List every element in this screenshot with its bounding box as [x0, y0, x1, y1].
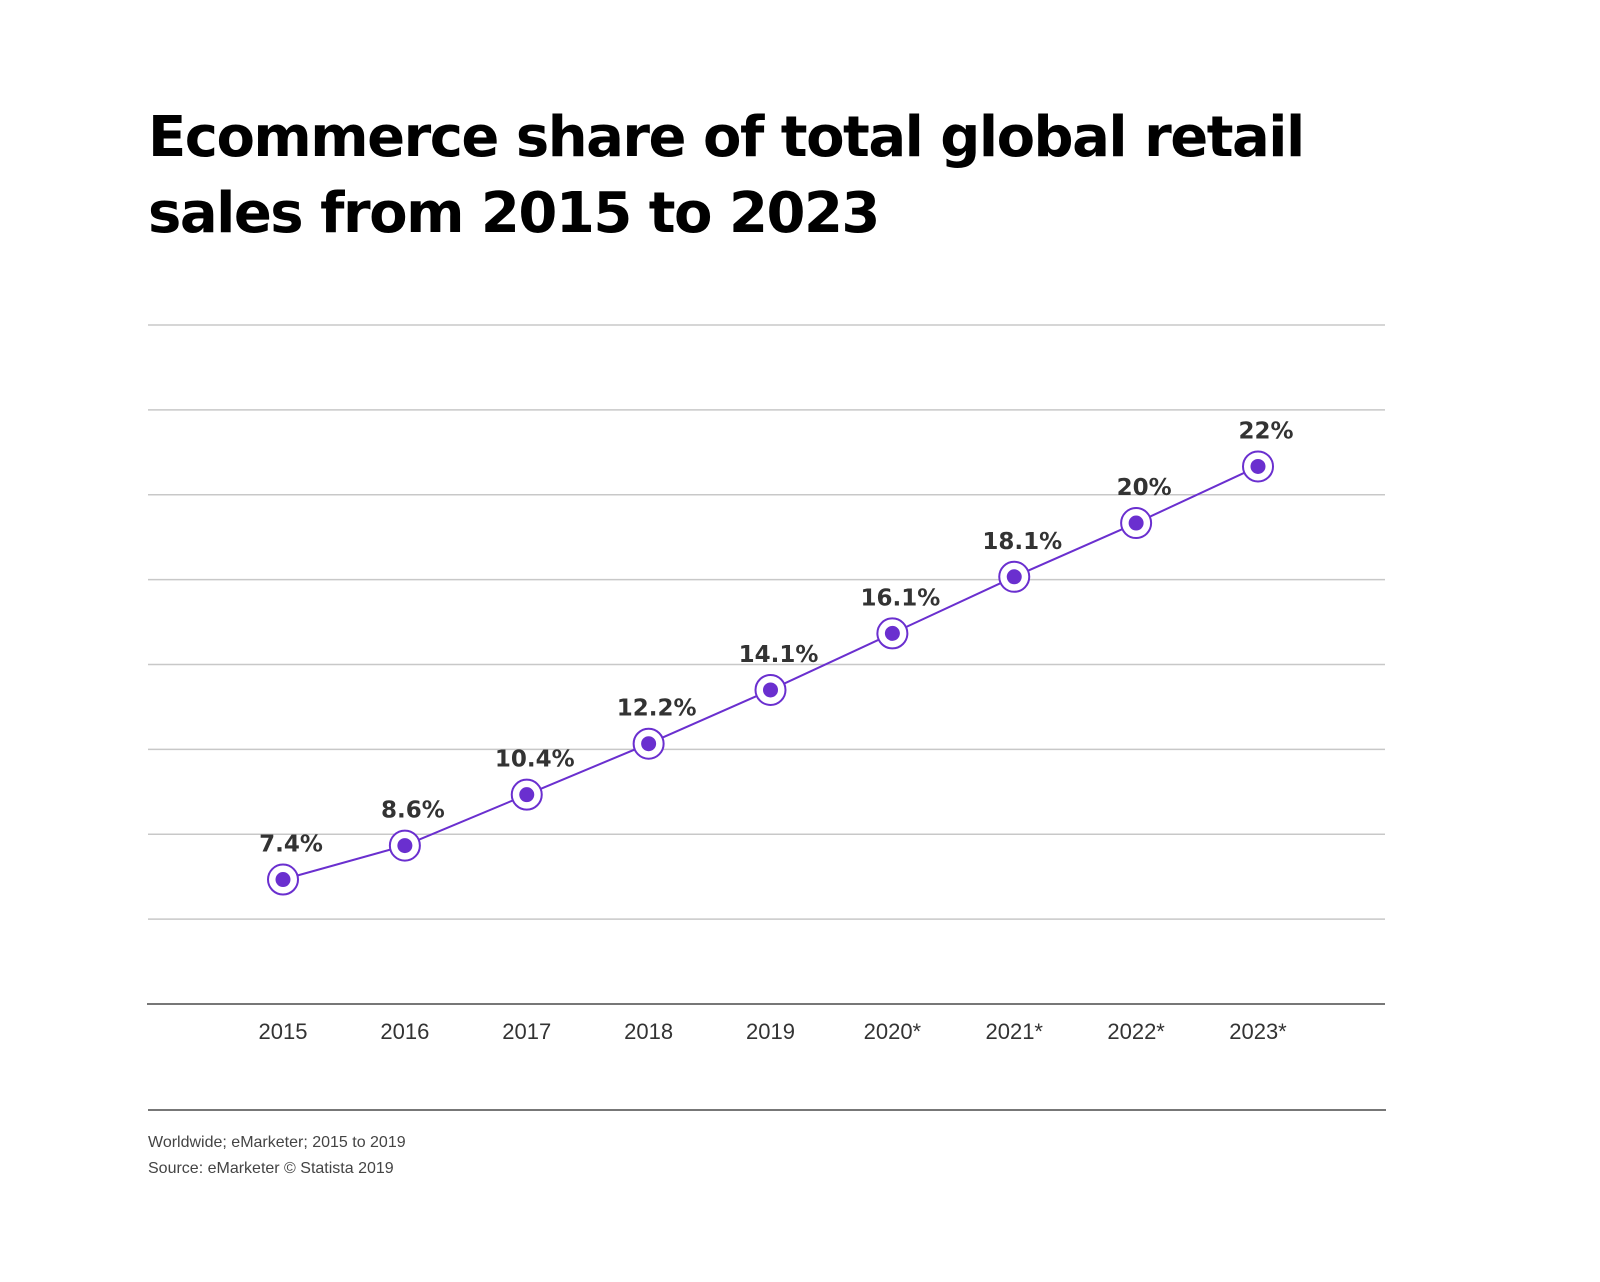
data-point — [641, 736, 657, 752]
data-label: 18.1% — [982, 529, 1062, 555]
gridlines — [148, 324, 1385, 920]
data-point — [763, 682, 778, 698]
data-label: 10.4% — [495, 747, 575, 773]
data-point — [1128, 515, 1144, 531]
data-label: 7.4% — [259, 832, 323, 858]
data-label: 22% — [1238, 418, 1293, 444]
data-labels: 7.4% 8.6% 10.4% 12.2% 14.1% 16.1% 18.1% 20% 22% — [259, 418, 1293, 857]
data-point — [397, 838, 413, 854]
footnote-note: Worldwide; eMarketer; 2015 to 2019 — [148, 1134, 406, 1151]
x-tick-label: 2020* — [864, 1019, 922, 1044]
chart-title: Ecommerce share of total global retail s… — [148, 105, 1305, 246]
x-tick-label: 2019 — [746, 1019, 795, 1044]
x-tick-label: 2017 — [502, 1019, 551, 1044]
data-label: 8.6% — [381, 798, 445, 824]
x-axis: 2015 2016 2017 2018 2019 2020* 2021* 2022* 2023* — [147, 1003, 1386, 1111]
x-tick-label: 2022* — [1107, 1019, 1165, 1044]
data-label: 12.2% — [617, 696, 697, 722]
x-tick-label: 2023* — [1229, 1019, 1287, 1044]
x-tick-label: 2015 — [259, 1019, 308, 1044]
series — [267, 450, 1274, 896]
data-label: 16.1% — [860, 585, 940, 611]
data-label: 20% — [1117, 475, 1172, 501]
x-tick-label: 2016 — [380, 1019, 429, 1044]
data-point — [1250, 458, 1266, 474]
footnote-source: Source: eMarketer © Statista 2019 — [148, 1160, 394, 1177]
x-tick-label: 2018 — [624, 1019, 673, 1044]
data-point — [884, 625, 900, 641]
data-point — [275, 872, 291, 888]
data-point — [519, 787, 535, 803]
data-point — [1006, 569, 1022, 585]
x-tick-label: 2021* — [985, 1019, 1043, 1044]
data-label: 14.1% — [739, 642, 819, 668]
